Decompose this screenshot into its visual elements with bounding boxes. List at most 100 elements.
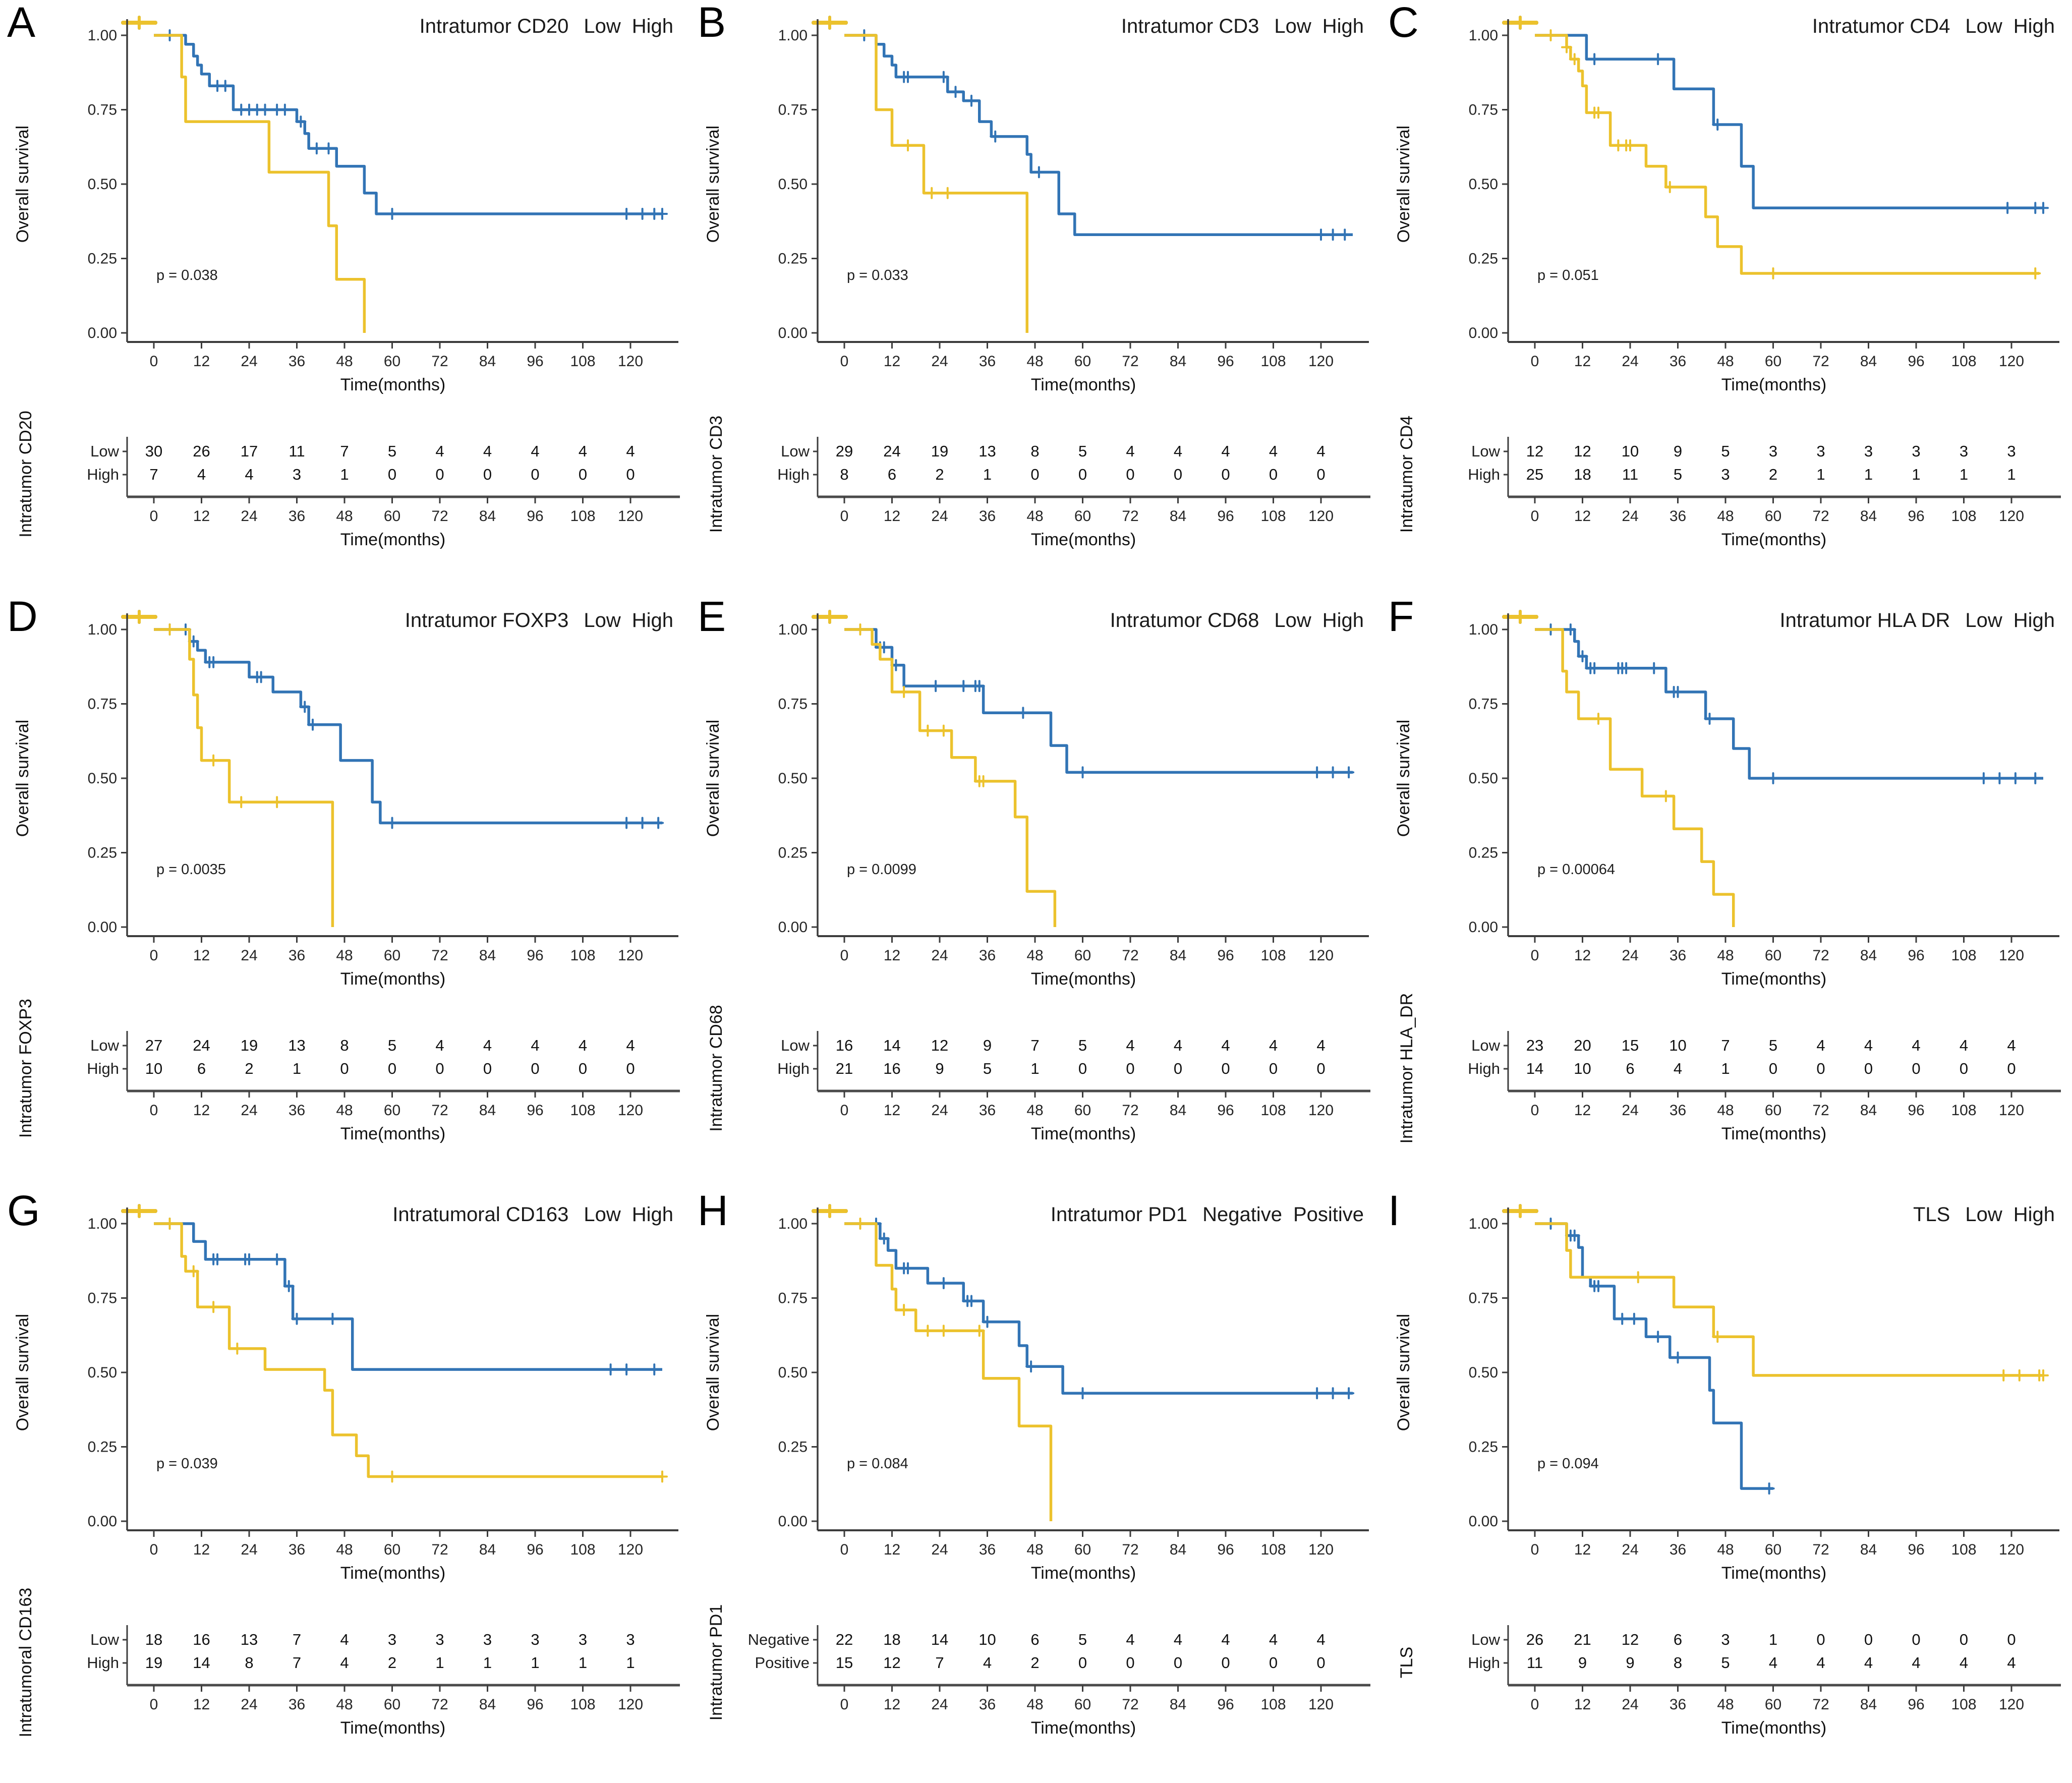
y-axis-title: Overall survival: [704, 126, 723, 243]
risk-count: 3: [1769, 442, 1777, 460]
risk-count: 0: [340, 1060, 349, 1077]
x-tick-label: 48: [336, 1541, 353, 1558]
risk-count: 1: [1864, 466, 1873, 483]
risk-x-tick-label: 120: [1308, 508, 1334, 525]
panel-letter: H: [698, 1188, 728, 1234]
risk-count: 7: [340, 442, 349, 460]
risk-count: 3: [626, 1631, 635, 1648]
y-axis-title: Overall survival: [13, 126, 32, 243]
risk-x-tick-label: 72: [431, 1102, 448, 1119]
x-tick-label: 108: [570, 1541, 595, 1558]
risk-count: 9: [1626, 1654, 1634, 1672]
risk-row-label-low: Low: [90, 442, 119, 460]
risk-count: 5: [1078, 1631, 1087, 1648]
risk-x-tick-label: 108: [1260, 1696, 1286, 1713]
risk-count: 14: [931, 1631, 948, 1648]
censor-marks-low: [1589, 53, 2049, 214]
title-legend-bar: Intratumor CD20 Low High: [121, 15, 673, 38]
risk-x-tick-label: 108: [570, 1696, 595, 1713]
risk-count: 4: [1864, 1037, 1873, 1054]
risk-x-tick-label: 24: [931, 1696, 948, 1713]
risk-count: 0: [626, 1060, 635, 1077]
risk-x-tick-label: 36: [289, 1102, 305, 1119]
risk-count: 0: [1078, 1060, 1087, 1077]
risk-x-tick-label: 84: [1170, 1102, 1186, 1119]
risk-x-tick-label: 48: [1026, 1102, 1043, 1119]
risk-count: 4: [1816, 1037, 1825, 1054]
y-tick-label: 1.00: [88, 1216, 117, 1232]
risk-x-tick-label: 120: [618, 508, 643, 525]
title-legend-bar: Intratumor PD1 Negative Positive: [812, 1203, 1364, 1226]
x-tick-label: 120: [618, 947, 643, 964]
risk-count: 4: [1674, 1060, 1682, 1077]
risk-x-tick-label: 84: [479, 1102, 496, 1119]
x-tick-label: 24: [241, 947, 257, 964]
risk-count: 10: [1622, 442, 1639, 460]
x-tick-label: 108: [1951, 353, 1976, 370]
x-tick-label: 96: [1217, 1541, 1234, 1558]
risk-count: 4: [197, 466, 206, 483]
risk-count: 0: [531, 1060, 539, 1077]
risk-count: 4: [1316, 1631, 1325, 1648]
risk-count: 8: [840, 466, 848, 483]
risk-count: 19: [145, 1654, 162, 1672]
risk-x-tick-label: 120: [618, 1696, 643, 1713]
risk-count: 0: [1960, 1060, 1968, 1077]
censor-marks-high: [164, 1218, 668, 1483]
panel-letter: D: [7, 594, 38, 640]
risk-count: 3: [388, 1631, 396, 1648]
p-value-label: p = 0.094: [1537, 1456, 1599, 1472]
survival-curve-positive: [844, 1222, 1053, 1521]
y-tick-label: 0.75: [88, 102, 117, 119]
risk-x-tick-label: 24: [1622, 1102, 1638, 1119]
x-tick-label: 36: [1670, 1541, 1686, 1558]
survival-curve-high: [1535, 1222, 2043, 1377]
x-tick-label: 108: [1951, 1541, 1976, 1558]
title-legend-bar: Intratumor CD4 Low High: [1502, 15, 2055, 38]
risk-count: 8: [340, 1037, 349, 1054]
risk-row-label-low: Low: [1471, 442, 1500, 460]
risk-table-title: Intratumor CD3: [707, 416, 726, 533]
risk-row-label-negative: Negative: [748, 1631, 810, 1648]
risk-x-axis-title: Time(months): [1031, 1718, 1136, 1738]
risk-count: 23: [1526, 1037, 1543, 1054]
risk-count: 4: [1960, 1654, 1968, 1672]
x-tick-label: 72: [431, 1541, 448, 1558]
risk-count: 4: [1174, 1037, 1182, 1054]
survival-curve-low: [844, 34, 1353, 237]
legend-marker-icon: [121, 610, 157, 624]
risk-x-tick-label: 60: [384, 508, 400, 525]
chart-title: Intratumor CD20: [419, 15, 569, 37]
risk-row-label-low: Low: [781, 442, 810, 460]
x-tick-label: 0: [1531, 1541, 1539, 1558]
risk-count: 6: [888, 466, 896, 483]
risk-x-tick-label: 12: [1574, 508, 1591, 525]
x-tick-label: 108: [1951, 947, 1976, 964]
legend-label: Low: [1965, 1203, 2002, 1226]
risk-x-axis-title: Time(months): [1031, 530, 1136, 549]
x-tick-label: 84: [1860, 353, 1877, 370]
x-axis-title: Time(months): [1031, 1564, 1136, 1583]
y-tick-label: 0.75: [1469, 1290, 1498, 1307]
risk-count: 4: [340, 1654, 349, 1672]
risk-x-tick-label: 12: [884, 1102, 900, 1119]
x-tick-label: 0: [150, 353, 158, 370]
km-plot: 1.000.750.500.250.000 12 24 36 48 60 72 84 96 108…: [1394, 19, 2061, 549]
y-tick-label: 0.50: [1469, 770, 1498, 787]
risk-count: 27: [145, 1037, 162, 1054]
km-panel: B Intratumor CD3 Low High p = 0.033 1.00 0.75 0…: [690, 0, 1381, 594]
censor-marks-positive: [854, 1218, 985, 1337]
risk-count: 0: [1960, 1631, 1968, 1648]
censor-marks-high: [164, 623, 283, 809]
risk-x-tick-label: 0: [840, 1102, 849, 1119]
survival-curve-high: [1535, 34, 2040, 275]
risk-count: 18: [883, 1631, 900, 1648]
risk-count: 12: [1526, 442, 1543, 460]
legend-label: Low: [584, 15, 621, 37]
risk-count: 1: [1912, 466, 1920, 483]
risk-count: 2: [1769, 466, 1777, 483]
risk-count: 5: [388, 1037, 396, 1054]
x-tick-label: 96: [527, 353, 543, 370]
risk-x-tick-label: 48: [1717, 1696, 1734, 1713]
risk-x-tick-label: 36: [289, 1696, 305, 1713]
